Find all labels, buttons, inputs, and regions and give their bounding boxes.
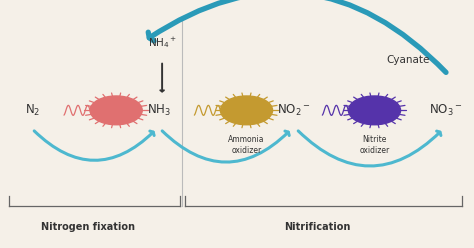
Ellipse shape [348, 96, 401, 125]
Text: NH$_4$$^+$: NH$_4$$^+$ [147, 35, 177, 50]
Text: Nitrification: Nitrification [284, 222, 351, 232]
Text: N$_2$: N$_2$ [25, 103, 40, 118]
Text: NO$_2$$^-$: NO$_2$$^-$ [277, 103, 310, 118]
Ellipse shape [220, 96, 273, 125]
Ellipse shape [90, 96, 142, 125]
Text: Cyanate: Cyanate [386, 55, 429, 64]
Text: Ammonia
oxidizer: Ammonia oxidizer [228, 135, 265, 155]
Text: NH$_3$: NH$_3$ [147, 103, 171, 118]
Text: Nitrogen fixation: Nitrogen fixation [41, 222, 135, 232]
Text: NO$_3$$^-$: NO$_3$$^-$ [429, 103, 462, 118]
Text: Nitrite
oxidizer: Nitrite oxidizer [359, 135, 390, 155]
